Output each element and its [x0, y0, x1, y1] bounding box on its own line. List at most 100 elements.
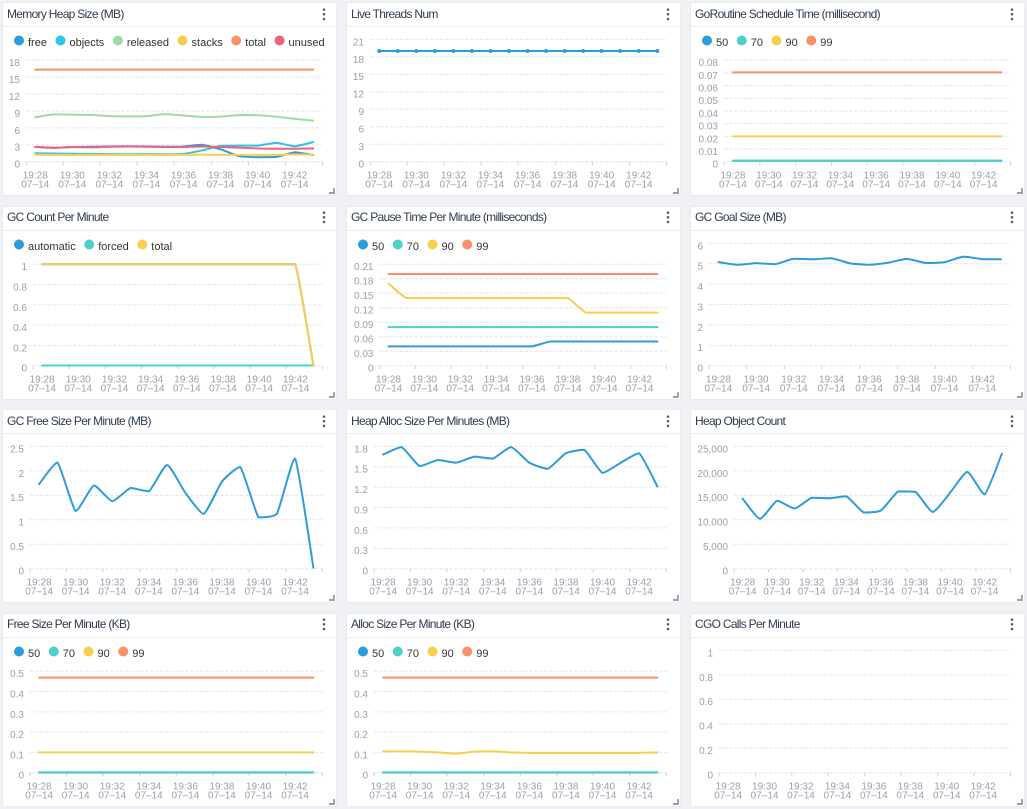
svg-text:0.3: 0.3: [10, 709, 24, 720]
svg-text:90: 90: [97, 647, 109, 659]
svg-text:07–14: 07–14: [25, 587, 53, 598]
svg-text:19:32: 19:32: [444, 578, 469, 589]
svg-text:07–14: 07–14: [625, 180, 653, 191]
svg-text:19:28: 19:28: [23, 171, 48, 182]
svg-text:07–14: 07–14: [971, 587, 999, 598]
svg-text:07–14: 07–14: [552, 587, 580, 598]
svg-text:07–14: 07–14: [479, 790, 507, 801]
svg-text:19:40: 19:40: [246, 578, 271, 589]
svg-text:07–14: 07–14: [791, 180, 819, 191]
svg-text:0.06: 0.06: [699, 84, 719, 95]
svg-text:50: 50: [28, 647, 40, 659]
svg-text:07–14: 07–14: [867, 587, 895, 598]
svg-text:19:32: 19:32: [97, 171, 122, 182]
svg-text:07–14: 07–14: [896, 790, 924, 801]
svg-text:19:32: 19:32: [441, 171, 466, 182]
svg-text:0: 0: [14, 160, 20, 171]
svg-text:70: 70: [63, 647, 75, 659]
svg-text:19:36: 19:36: [174, 374, 199, 385]
svg-text:07–14: 07–14: [588, 180, 616, 191]
svg-text:0.01: 0.01: [699, 147, 719, 158]
svg-text:stacks: stacks: [192, 37, 224, 49]
svg-text:0: 0: [18, 770, 24, 781]
svg-text:0.6: 0.6: [699, 697, 713, 708]
svg-text:19:38: 19:38: [555, 374, 580, 385]
svg-text:07–14: 07–14: [860, 790, 888, 801]
svg-text:19:32: 19:32: [781, 374, 806, 385]
svg-text:07–14: 07–14: [554, 383, 582, 394]
svg-text:07–14: 07–14: [62, 790, 90, 801]
svg-text:07–14: 07–14: [832, 587, 860, 598]
svg-text:07–14: 07–14: [969, 790, 997, 801]
svg-text:70: 70: [407, 240, 419, 252]
svg-text:5: 5: [697, 261, 703, 272]
svg-text:07–14: 07–14: [98, 587, 126, 598]
svg-text:9: 9: [14, 109, 20, 120]
svg-text:19:42: 19:42: [627, 374, 652, 385]
svg-text:07–14: 07–14: [25, 790, 53, 801]
svg-text:19:34: 19:34: [136, 578, 161, 589]
svg-text:19:28: 19:28: [376, 374, 401, 385]
svg-text:07–14: 07–14: [245, 587, 273, 598]
svg-text:1: 1: [18, 518, 24, 529]
svg-text:19:30: 19:30: [60, 171, 85, 182]
svg-text:07–14: 07–14: [742, 383, 770, 394]
svg-text:19:30: 19:30: [765, 578, 790, 589]
svg-text:1.2: 1.2: [354, 485, 368, 496]
svg-text:70: 70: [751, 37, 763, 49]
svg-text:07–14: 07–14: [375, 383, 403, 394]
svg-text:0.15: 0.15: [354, 291, 374, 302]
svg-text:19:36: 19:36: [519, 374, 544, 385]
svg-text:07–14: 07–14: [209, 383, 237, 394]
svg-text:0.04: 0.04: [699, 109, 719, 120]
svg-text:0.4: 0.4: [10, 689, 24, 700]
svg-text:0.03: 0.03: [699, 122, 719, 133]
svg-text:07–14: 07–14: [281, 790, 309, 801]
svg-text:07–14: 07–14: [551, 180, 579, 191]
svg-text:19:32: 19:32: [100, 578, 125, 589]
svg-text:07–14: 07–14: [589, 587, 617, 598]
svg-text:19:36: 19:36: [515, 171, 540, 182]
svg-text:07–14: 07–14: [780, 383, 808, 394]
svg-text:5,000: 5,000: [703, 542, 728, 553]
svg-text:19:40: 19:40: [938, 578, 963, 589]
svg-text:0.09: 0.09: [354, 320, 374, 331]
svg-text:0.08: 0.08: [699, 58, 719, 69]
svg-text:99: 99: [476, 647, 488, 659]
svg-text:1: 1: [697, 343, 703, 354]
svg-text:0: 0: [21, 363, 27, 374]
svg-text:07–14: 07–14: [244, 180, 272, 191]
svg-text:19:34: 19:34: [834, 578, 859, 589]
svg-text:0: 0: [707, 770, 713, 781]
svg-text:0.12: 0.12: [354, 305, 374, 316]
svg-text:07–14: 07–14: [902, 587, 930, 598]
svg-text:19:30: 19:30: [412, 374, 437, 385]
svg-text:10,000: 10,000: [697, 518, 728, 529]
svg-text:07–14: 07–14: [589, 790, 617, 801]
svg-text:12: 12: [353, 90, 365, 101]
svg-text:0: 0: [368, 363, 374, 374]
svg-text:0.21: 0.21: [354, 262, 374, 273]
svg-text:15: 15: [353, 72, 365, 83]
svg-text:0.07: 0.07: [699, 71, 719, 82]
svg-text:07–14: 07–14: [552, 790, 580, 801]
svg-text:19:42: 19:42: [282, 171, 307, 182]
svg-text:19:32: 19:32: [448, 374, 473, 385]
svg-text:07–14: 07–14: [439, 180, 467, 191]
svg-text:19:32: 19:32: [792, 171, 817, 182]
svg-text:19:34: 19:34: [828, 171, 853, 182]
svg-text:0.8: 0.8: [699, 672, 713, 683]
svg-text:2.5: 2.5: [10, 444, 24, 455]
svg-text:0.02: 0.02: [699, 134, 719, 145]
svg-text:19:40: 19:40: [245, 171, 270, 182]
svg-text:total: total: [151, 240, 172, 252]
svg-text:90: 90: [785, 37, 797, 49]
svg-text:07–14: 07–14: [855, 383, 883, 394]
svg-text:19:30: 19:30: [404, 171, 429, 182]
svg-text:0.5: 0.5: [10, 669, 24, 680]
svg-text:1.5: 1.5: [10, 493, 24, 504]
svg-text:0.1: 0.1: [10, 750, 24, 761]
svg-text:07–14: 07–14: [515, 790, 543, 801]
svg-text:forced: forced: [98, 240, 129, 252]
svg-text:07–14: 07–14: [171, 587, 199, 598]
